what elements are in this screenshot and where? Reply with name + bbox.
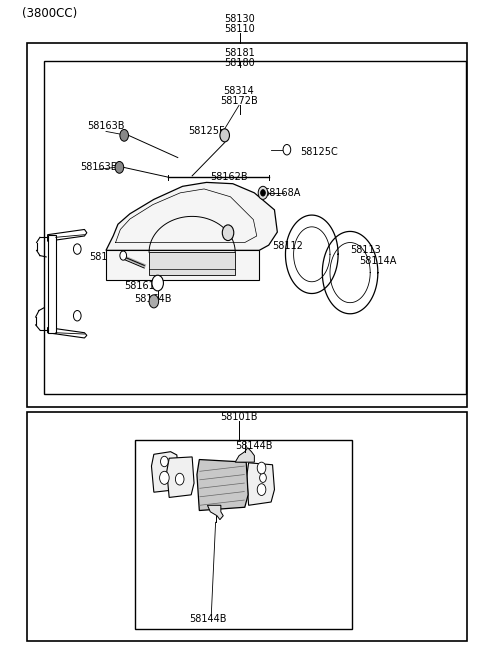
Polygon shape: [152, 452, 180, 492]
Text: 58113: 58113: [350, 246, 381, 255]
Text: 58162B: 58162B: [211, 172, 248, 182]
Bar: [135, 440, 352, 629]
Polygon shape: [235, 448, 254, 462]
Text: (3800CC): (3800CC): [22, 7, 77, 20]
Bar: [27, 43, 468, 407]
Text: 58101B: 58101B: [220, 412, 258, 422]
Text: 58125F: 58125F: [188, 126, 225, 136]
Polygon shape: [106, 182, 277, 250]
Circle shape: [160, 457, 168, 467]
Circle shape: [283, 145, 291, 155]
Text: 58161B: 58161B: [125, 282, 162, 291]
Text: 58125C: 58125C: [300, 147, 337, 157]
Circle shape: [260, 474, 266, 482]
Circle shape: [258, 186, 268, 199]
Polygon shape: [247, 463, 275, 505]
Polygon shape: [197, 460, 248, 510]
Text: 58180: 58180: [225, 58, 255, 67]
Circle shape: [175, 474, 184, 485]
Text: 58144B: 58144B: [189, 614, 226, 624]
Circle shape: [257, 462, 266, 474]
Circle shape: [152, 275, 163, 291]
Circle shape: [73, 310, 81, 321]
Text: 58112: 58112: [272, 242, 303, 252]
Polygon shape: [106, 250, 259, 280]
Text: 58144B: 58144B: [236, 441, 273, 451]
Polygon shape: [48, 234, 56, 333]
Circle shape: [261, 189, 265, 196]
Polygon shape: [149, 252, 235, 275]
Text: 58179: 58179: [90, 252, 120, 262]
Text: 58172B: 58172B: [220, 96, 258, 105]
Circle shape: [115, 162, 124, 174]
Circle shape: [220, 129, 229, 142]
Polygon shape: [207, 505, 223, 519]
Text: 58114A: 58114A: [359, 257, 396, 267]
Text: 58181: 58181: [225, 48, 255, 58]
Polygon shape: [48, 229, 87, 241]
Circle shape: [257, 483, 266, 495]
Circle shape: [222, 225, 234, 240]
Circle shape: [159, 472, 169, 484]
Circle shape: [120, 251, 127, 260]
Text: 58163B: 58163B: [80, 162, 118, 172]
Circle shape: [149, 295, 158, 308]
Text: 58130: 58130: [225, 14, 255, 24]
Polygon shape: [48, 328, 87, 338]
Circle shape: [73, 244, 81, 254]
Text: 58163B: 58163B: [87, 121, 125, 131]
Text: 58164B: 58164B: [206, 230, 243, 240]
Polygon shape: [167, 457, 194, 497]
Text: 58110: 58110: [225, 24, 255, 34]
Text: 58164B: 58164B: [134, 293, 172, 304]
Bar: [44, 61, 466, 394]
Bar: [27, 413, 468, 641]
Circle shape: [120, 130, 129, 141]
Text: 58168A: 58168A: [263, 188, 300, 198]
Text: 58314: 58314: [224, 86, 254, 96]
